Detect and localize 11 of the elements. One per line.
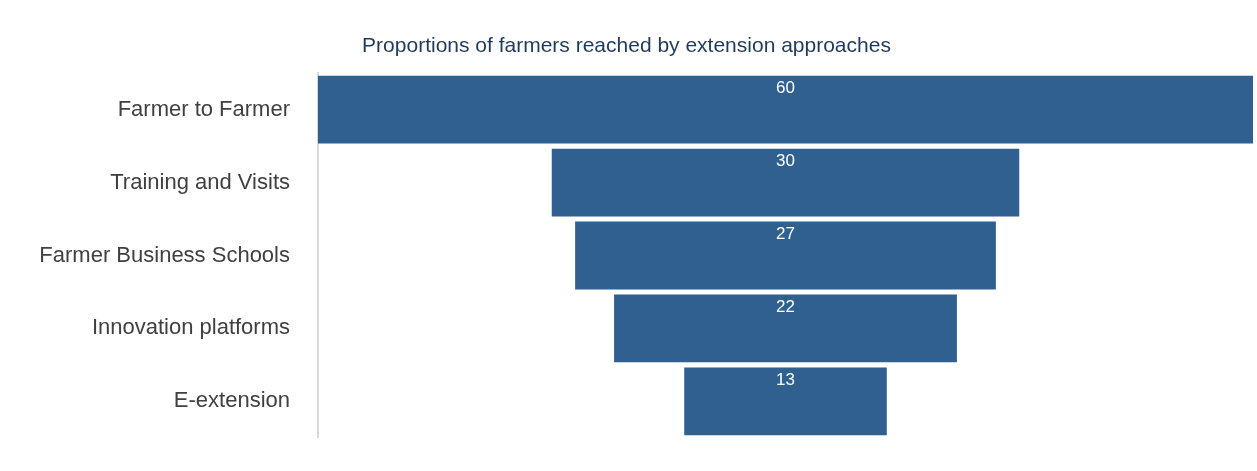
data-label: 60 bbox=[776, 78, 795, 98]
category-label: Training and Visits bbox=[110, 168, 290, 194]
data-label: 30 bbox=[776, 151, 795, 171]
data-label: 13 bbox=[776, 370, 795, 390]
category-label: E-extension bbox=[173, 387, 290, 413]
data-label: 27 bbox=[776, 224, 795, 244]
text: Proportions of farmers reached by extension approaches bbox=[362, 33, 891, 57]
category-label: Farmer Business Schools bbox=[39, 241, 290, 267]
category-label: Innovation platforms bbox=[91, 314, 290, 340]
category-label: Farmer to Farmer bbox=[117, 95, 290, 121]
data-label: 22 bbox=[776, 297, 795, 317]
